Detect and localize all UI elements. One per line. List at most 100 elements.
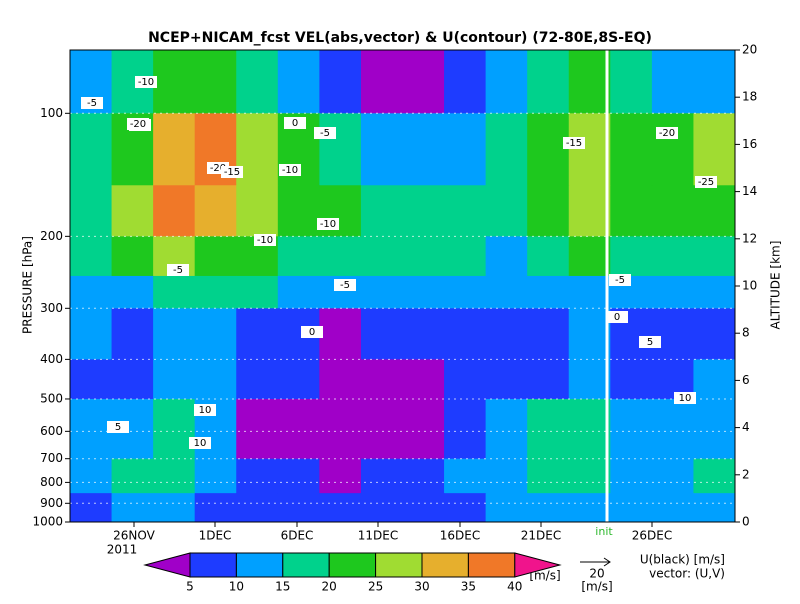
y-tick-label: 300 bbox=[40, 301, 63, 315]
field-cell bbox=[444, 185, 487, 237]
field-cell bbox=[485, 275, 528, 309]
field-cell bbox=[651, 398, 694, 460]
field-cell bbox=[277, 458, 320, 494]
y2-tick-label: 2 bbox=[742, 467, 750, 481]
field-cell bbox=[568, 398, 611, 460]
contour-label: -5 bbox=[87, 98, 97, 109]
field-cell bbox=[527, 275, 570, 309]
contour-label-bg bbox=[189, 437, 211, 449]
field-cell bbox=[444, 236, 487, 277]
vector-key-value: 20 bbox=[589, 567, 604, 581]
contour-label: -20 bbox=[210, 163, 226, 174]
field-cell bbox=[402, 275, 445, 309]
field-cell bbox=[236, 113, 279, 186]
contour-label: 0 bbox=[292, 118, 298, 129]
contour-label-bg bbox=[609, 274, 631, 286]
field-cell bbox=[70, 275, 113, 309]
contour-label-bg bbox=[656, 127, 678, 139]
field-cell bbox=[319, 308, 362, 360]
field-cell bbox=[485, 308, 528, 360]
field-cell bbox=[402, 493, 445, 523]
colorbar-unit: [m/s] bbox=[529, 569, 560, 583]
colorbar-tick-label: 35 bbox=[461, 580, 476, 594]
field-cell bbox=[236, 359, 279, 400]
colorbar-tick-label: 10 bbox=[229, 580, 244, 594]
field-cell bbox=[153, 493, 196, 523]
field-cell bbox=[277, 185, 320, 237]
field-cell bbox=[277, 493, 320, 523]
contour-label: -20 bbox=[130, 119, 146, 130]
contour-label-bg bbox=[639, 336, 661, 348]
colorbar-tick-label: 5 bbox=[186, 580, 194, 594]
field-cell bbox=[693, 185, 736, 237]
field-cell bbox=[111, 185, 154, 237]
field-cell bbox=[277, 398, 320, 460]
field-cell bbox=[194, 308, 237, 360]
contour-label-bg bbox=[606, 311, 628, 323]
contour-label-bg bbox=[279, 164, 301, 176]
field-cell bbox=[360, 185, 403, 237]
field-cell bbox=[153, 308, 196, 360]
contour-label: -20 bbox=[659, 128, 675, 139]
contour-label: 0 bbox=[309, 327, 315, 338]
field-cell bbox=[485, 113, 528, 186]
field-cell bbox=[70, 113, 113, 186]
field-cell bbox=[194, 185, 237, 237]
field-cell bbox=[153, 398, 196, 460]
field-cell bbox=[651, 308, 694, 360]
contour-label: 5 bbox=[647, 337, 653, 348]
contour-label: -5 bbox=[340, 280, 350, 291]
field-cell bbox=[111, 275, 154, 309]
legend-entry: U(black) [m/s] bbox=[640, 553, 725, 567]
field-cell bbox=[527, 308, 570, 360]
y-tick-label: 100 bbox=[40, 106, 63, 120]
field-cell bbox=[319, 493, 362, 523]
field-cell bbox=[277, 359, 320, 400]
field-cell bbox=[693, 458, 736, 494]
field-cell bbox=[402, 50, 445, 114]
field-cell bbox=[402, 308, 445, 360]
contour-label: -25 bbox=[698, 177, 714, 188]
contour-label-bg bbox=[221, 166, 243, 178]
field-cell bbox=[194, 50, 237, 114]
field-cell bbox=[444, 113, 487, 186]
contour-label-bg bbox=[107, 421, 129, 433]
y2-tick-label: 8 bbox=[742, 326, 750, 340]
colorbar-tick-label: 15 bbox=[275, 580, 290, 594]
field-cell bbox=[70, 493, 113, 523]
field-cell bbox=[693, 398, 736, 460]
field-cell bbox=[527, 398, 570, 460]
contour-label-bg bbox=[563, 137, 585, 149]
field-cell bbox=[610, 50, 653, 114]
x-tick-label: 21DEC bbox=[521, 529, 561, 543]
field-cell bbox=[610, 359, 653, 400]
field-cell bbox=[568, 493, 611, 523]
colorbar-segment bbox=[467, 552, 516, 578]
contour-label-bg bbox=[127, 118, 149, 130]
contour-label: 10 bbox=[679, 393, 692, 404]
legend-entry: vector: (U,V) bbox=[649, 567, 725, 581]
field-cell bbox=[153, 50, 196, 114]
field-cell bbox=[610, 113, 653, 186]
field-cell bbox=[402, 236, 445, 277]
contour-label-bg bbox=[314, 127, 336, 139]
field-cell bbox=[693, 236, 736, 277]
field-cell bbox=[610, 236, 653, 277]
field-cell bbox=[194, 236, 237, 277]
contour-label: -10 bbox=[282, 165, 298, 176]
field-cell bbox=[485, 236, 528, 277]
colorbar-segment bbox=[282, 552, 330, 578]
contour-label: -10 bbox=[257, 235, 273, 246]
colorbar-segment bbox=[143, 552, 191, 578]
field-cell bbox=[527, 50, 570, 114]
field-cell bbox=[236, 308, 279, 360]
year-label: 2011 bbox=[107, 543, 138, 557]
field-cell bbox=[651, 493, 694, 523]
y2-tick-label: 4 bbox=[742, 420, 750, 434]
field-cell bbox=[568, 185, 611, 237]
field-cell bbox=[236, 50, 279, 114]
field-cell bbox=[693, 50, 736, 114]
field-cell bbox=[568, 275, 611, 309]
field-cell bbox=[610, 458, 653, 494]
field-cell bbox=[111, 458, 154, 494]
